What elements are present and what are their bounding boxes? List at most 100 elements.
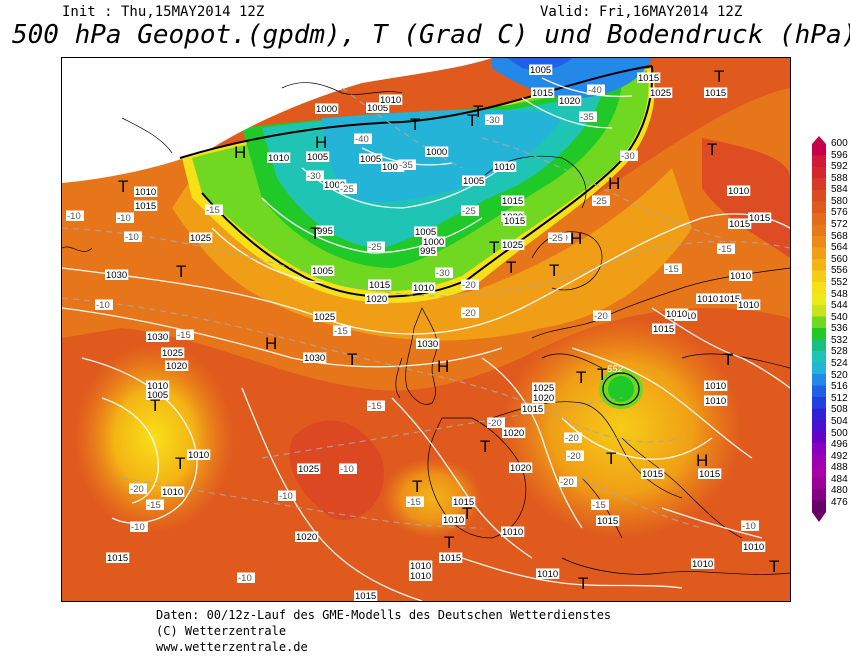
pressure-label-text: 1025	[162, 348, 183, 359]
pressure-label-text: 1010	[188, 450, 209, 461]
pressure-label-bg	[381, 161, 405, 172]
pressure-label-text: 1010	[666, 309, 687, 320]
legend-swatch	[812, 316, 826, 329]
pressure-label-text: 1010	[738, 300, 759, 311]
temp-label-19: -10	[116, 212, 134, 224]
pressure-label-44: 1015	[354, 590, 378, 601]
pressure-label-66: 1015	[718, 293, 742, 305]
pressure-label-bg	[704, 395, 728, 406]
pressure-label-text: 1015	[719, 294, 740, 305]
low-marker-26: T	[606, 449, 616, 468]
legend-swatch	[812, 305, 826, 317]
legend-label: 500	[831, 427, 848, 439]
temp-label-bg	[129, 483, 147, 494]
blue-deep	[507, 58, 572, 70]
pressure-label-bg	[704, 87, 728, 98]
pressure-label-text: 1005	[463, 176, 484, 187]
low-marker-16: T	[347, 350, 357, 369]
pressure-label-text: 1025	[650, 88, 671, 99]
pressure-label-bg	[691, 558, 715, 569]
pressure-label-bg	[439, 552, 463, 563]
legend-label: 556	[831, 265, 848, 277]
pressure-label-bg	[529, 64, 553, 75]
temp-label-bg	[124, 231, 142, 242]
high-marker-text: H	[696, 451, 708, 470]
low-marker-7: T	[473, 102, 483, 121]
pressure-label-text: 1005	[382, 162, 403, 173]
temp-label-4: -40	[354, 133, 372, 145]
pressure-label-36: 1020	[165, 360, 189, 372]
legend-swatch	[812, 443, 826, 455]
pressure-label-21: 1020	[365, 293, 389, 305]
temp-label-bg	[367, 241, 385, 252]
legend-swatch	[812, 351, 826, 363]
pressure-label-text: 1020	[559, 96, 580, 107]
temp-label-13: -25	[548, 232, 566, 244]
temp-label-bg	[176, 329, 194, 340]
pressure-label-65: 1010	[696, 293, 720, 305]
pressure-label-bg	[503, 215, 527, 226]
pressure-label-15: 1005	[414, 226, 438, 238]
pressure-label-bg	[412, 282, 436, 293]
pressure-label-text: 1030	[147, 332, 168, 343]
pressure-label-text: 1015	[502, 196, 523, 207]
pressure-label-18: 1005	[311, 265, 335, 277]
pressure-label-bg	[409, 570, 433, 581]
legend-label: 480	[831, 485, 848, 497]
pressure-label-68: 1010	[729, 270, 753, 282]
temp-label-text: -10	[340, 464, 354, 475]
map-title: 500 hPa Geopot.(gpdm), T (Grad C) und Bo…	[12, 20, 850, 50]
pressure-label-text: 1030	[417, 339, 438, 350]
pressure-label-59: 1010	[742, 541, 766, 553]
low-marker-text: T	[467, 111, 477, 130]
pressure-label-text: 1020	[366, 294, 387, 305]
pressure-label-text: 1005	[147, 390, 168, 401]
low-marker-text: T	[714, 67, 724, 86]
temp-label-text: -15	[147, 500, 161, 511]
temp-label-bg	[559, 476, 577, 487]
temp-label-bg	[591, 499, 609, 510]
pressure-label-bg	[267, 152, 291, 163]
pressure-label-31: 1025	[313, 311, 337, 323]
legend-swatch	[812, 178, 826, 191]
temp-label-text: -10	[67, 211, 81, 222]
temp-label-bg	[354, 133, 372, 144]
pressure-label-text: 1010	[443, 515, 464, 526]
temp-label-bg	[461, 279, 479, 290]
pressure-label-text: 1015	[355, 591, 376, 601]
pressure-label-text: 1015	[705, 88, 726, 99]
pressure-label-5: 1015	[531, 87, 555, 99]
pressure-label-text: 1020	[296, 532, 317, 543]
low-marker-text: T	[707, 140, 717, 159]
temp-label-text: -20	[462, 280, 476, 291]
temp-label-text: -35	[580, 112, 594, 123]
temp-label-22: -15	[176, 329, 194, 341]
pressure-label-bg	[422, 236, 446, 247]
pressure-label-2: 1010	[379, 94, 403, 106]
temp-label-text: -30	[621, 151, 635, 162]
pressure-label-text: 1030	[304, 353, 325, 364]
pressure-label-text: 1020	[166, 361, 187, 372]
legend-label: 588	[831, 172, 848, 184]
low-marker-text: T	[412, 477, 422, 496]
pressure-label-text: 1015	[369, 280, 390, 291]
pressure-label-bg	[146, 380, 170, 391]
temp-label-text: -10	[125, 232, 139, 243]
pressure-label-46: 1020	[532, 392, 556, 404]
pressure-label-bg	[696, 293, 720, 304]
pressure-label-57: 1010	[536, 568, 560, 580]
pressure-label-bg	[359, 153, 383, 164]
temp-label-bg	[398, 159, 416, 170]
pressure-label-39: 1010	[187, 449, 211, 461]
temp-label-text: -10	[238, 573, 252, 584]
temp-label-text: -20	[565, 433, 579, 444]
temp-label-32: -10	[278, 490, 296, 502]
pressure-label-text: 1005	[312, 266, 333, 277]
temp-label-bg	[116, 212, 134, 223]
low-marker-20: T	[480, 437, 490, 456]
high-marker-10: H	[608, 174, 620, 193]
pressure-label-text: 1020	[503, 428, 524, 439]
weather-map[interactable]: 1000 1005 1010 1005 1020 1015 1010 1005 1005 1005…	[61, 57, 791, 602]
low-marker-text: T	[506, 258, 516, 277]
pressure-label-text: 1025	[190, 233, 211, 244]
